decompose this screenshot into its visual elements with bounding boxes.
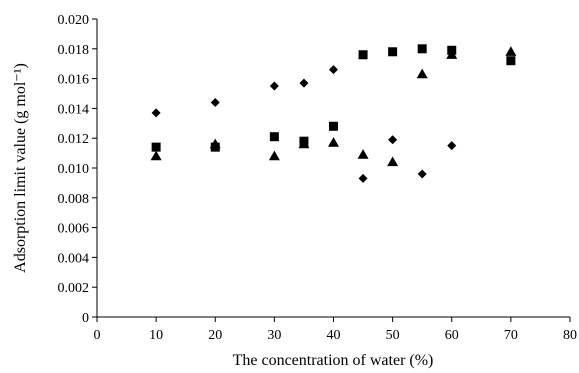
y-tick-label: 0.018 [58, 43, 90, 58]
x-ticks: 0 10 20 30 40 50 60 70 80 [94, 317, 577, 343]
square-point [506, 56, 516, 66]
y-tick-label: 0.010 [58, 162, 90, 177]
diamond-point [358, 173, 368, 183]
diamond-point [210, 97, 220, 107]
triangle-point [298, 138, 310, 149]
triangle-point [328, 137, 339, 147]
triangle-point [150, 150, 162, 161]
x-tick-label: 20 [208, 328, 222, 343]
diamond-point [269, 81, 279, 91]
triangle-point [268, 150, 280, 161]
square-point [151, 142, 161, 152]
y-tick-label: 0 [82, 311, 89, 326]
x-tick-label: 80 [563, 328, 577, 343]
y-ticks: 0 0.002 0.004 0.006 0.008 0.010 0.012 0.014 0.01… [58, 13, 97, 326]
x-tick-label: 10 [149, 328, 163, 343]
y-tick-label: 0.002 [58, 281, 90, 296]
x-axis-title: The concentration of water (%) [233, 352, 434, 369]
x-tick-label: 30 [267, 328, 281, 343]
axes [96, 19, 570, 318]
diamond-point [417, 169, 427, 179]
diamond-point [388, 135, 398, 145]
y-axis-title: Adsorption limit value (g mol⁻¹) [12, 63, 29, 273]
x-tick-label: 60 [445, 328, 459, 343]
x-tick-label: 70 [504, 328, 518, 343]
square-point [417, 44, 427, 54]
triangle-point [446, 49, 458, 59]
triangle-point [505, 46, 517, 56]
square-point [388, 47, 398, 57]
y-tick-label: 0.020 [58, 13, 90, 28]
x-tick-label: 40 [327, 328, 341, 343]
y-tick-label: 0.014 [58, 102, 90, 117]
diamond-point [151, 108, 161, 118]
triangle-point [416, 68, 428, 79]
triangle-point [387, 156, 399, 167]
y-tick-label: 0.016 [58, 73, 90, 88]
triangle-point [357, 149, 369, 159]
y-tick-label: 0.012 [58, 132, 90, 147]
square-point [329, 121, 338, 131]
x-tick-label: 0 [94, 328, 101, 343]
x-tick-label: 50 [386, 328, 400, 343]
y-tick-label: 0.008 [58, 192, 90, 207]
square-point [358, 50, 368, 60]
diamond-point [447, 141, 457, 151]
y-tick-label: 0.006 [58, 222, 90, 237]
diamond-point [329, 65, 338, 75]
diamond-point [299, 78, 309, 88]
markers [150, 44, 517, 183]
y-tick-label: 0.004 [58, 251, 90, 266]
square-point [269, 132, 279, 142]
triangle-point [209, 138, 221, 149]
